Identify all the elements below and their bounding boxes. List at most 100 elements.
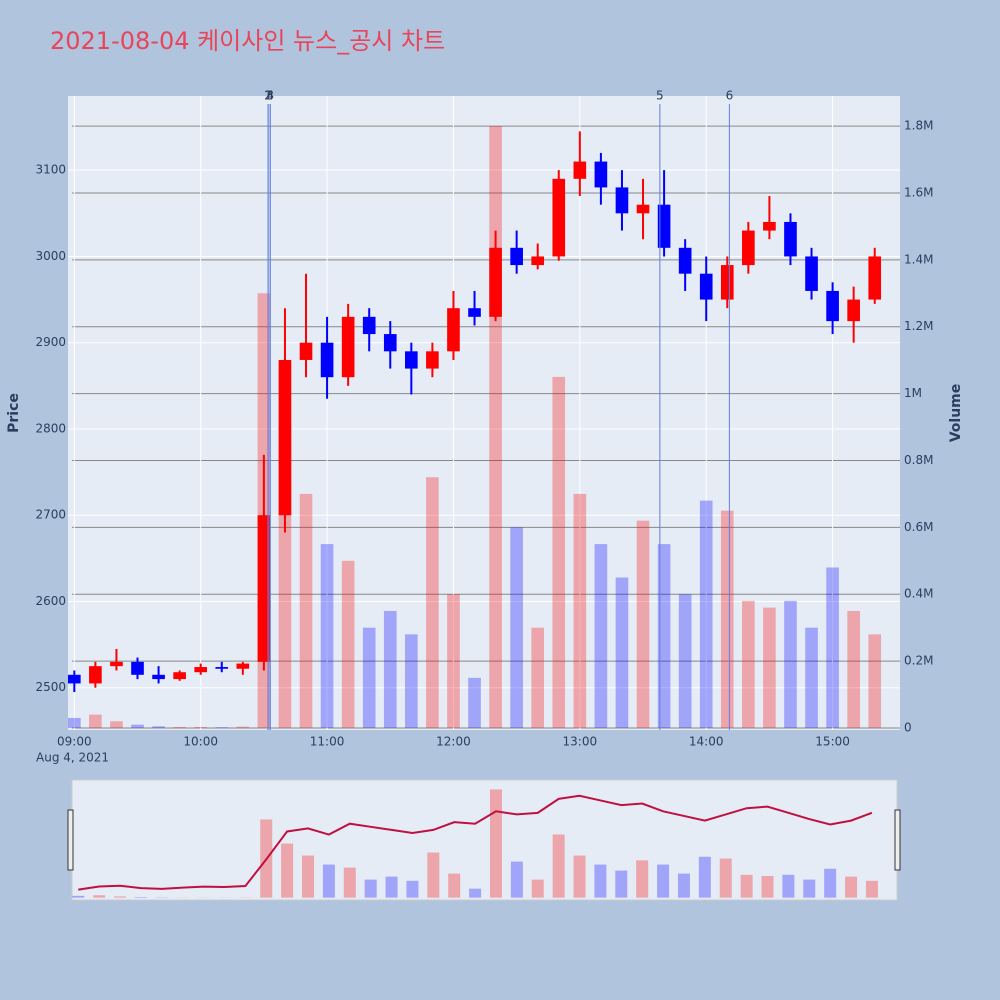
slider-volume-bar <box>93 895 106 898</box>
slider-volume-bar <box>845 876 858 898</box>
volume-bar <box>110 721 123 728</box>
candle-body <box>615 187 629 214</box>
volume-bar <box>236 726 250 728</box>
volume-bar <box>341 560 355 728</box>
candle-body <box>68 674 81 684</box>
slider-volume-bar <box>448 873 461 898</box>
candle-body <box>531 256 545 266</box>
volume-bar <box>299 493 313 728</box>
slider-volume-bar <box>636 860 649 898</box>
y-tick-label: 2500 <box>35 680 66 694</box>
slider-volume-bar <box>134 897 147 898</box>
candle-body <box>826 290 839 322</box>
slider-volume-bar <box>343 867 356 898</box>
volume-bar <box>615 577 629 728</box>
slider-volume-bar <box>385 876 398 898</box>
volume-bar <box>805 627 818 728</box>
x-date-label: Aug 4, 2021 <box>36 751 109 765</box>
volume-bar <box>552 376 566 728</box>
candle-body <box>215 667 229 669</box>
event-label: 2 <box>264 89 272 103</box>
candle-body <box>763 221 776 231</box>
y-tick-label: 2600 <box>35 594 66 608</box>
x-tick-label: 14:00 <box>689 735 724 749</box>
volume-bar <box>657 544 671 728</box>
candle-body <box>510 247 523 266</box>
slider-volume-bar <box>552 834 565 898</box>
y2-tick-label: 1.8M <box>904 119 933 133</box>
candle-body <box>847 299 860 322</box>
slider-volume-bar <box>657 864 670 898</box>
x-tick-label: 11:00 <box>310 735 345 749</box>
y2-tick-label: 1.4M <box>904 252 933 266</box>
range-slider[interactable] <box>71 779 898 901</box>
slider-volume-bar <box>782 874 795 898</box>
slider-volume-bar <box>531 879 544 898</box>
slider-volume-bar <box>406 880 419 898</box>
volume-bar <box>847 610 860 728</box>
volume-bar <box>320 544 334 728</box>
slider-volume-bar <box>469 888 482 898</box>
volume-bar <box>68 717 81 728</box>
y-tick-label: 2700 <box>35 508 66 522</box>
range-handle[interactable] <box>67 809 74 871</box>
y2-tick-label: 0 <box>904 720 912 734</box>
candle-body <box>320 342 334 378</box>
volume-bar <box>362 627 376 728</box>
volume-bar <box>426 477 439 728</box>
y2-tick-label: 1.6M <box>904 185 933 199</box>
volume-bar <box>447 594 460 728</box>
chart-title: 2021-08-04 케이사인 뉴스_공시 차트 <box>50 27 445 55</box>
plot-area <box>68 96 900 730</box>
candle-body <box>89 666 102 684</box>
slider-volume-bar <box>740 874 753 898</box>
y2-tick-label: 0.6M <box>904 520 933 534</box>
volume-bar <box>194 726 208 728</box>
candle-body <box>447 308 460 352</box>
slider-volume-bar <box>594 864 607 898</box>
slider-price-line <box>78 794 873 891</box>
volume-bar <box>699 500 713 728</box>
volume-bar <box>131 724 144 728</box>
candle-body <box>742 230 755 266</box>
candle-body <box>194 667 208 673</box>
candle-body <box>405 351 418 369</box>
slider-volume-bar <box>865 880 878 898</box>
x-tick-label: 13:00 <box>563 735 598 749</box>
candle-body <box>699 273 713 300</box>
volume-bar <box>594 544 608 728</box>
y-tick-label: 3100 <box>35 163 66 177</box>
y2-axis-title: Volume <box>948 384 964 443</box>
candle-body <box>468 308 481 317</box>
x-tick-label: 15:00 <box>815 735 850 749</box>
volume-bar <box>489 126 502 728</box>
candle-body <box>594 161 608 188</box>
candle-body <box>131 661 144 675</box>
y-axis-title: Price <box>6 393 22 433</box>
volume-bar <box>678 594 692 728</box>
event-label: 4 <box>266 89 274 103</box>
volume-bar <box>763 607 776 728</box>
event-label: 6 <box>726 89 734 103</box>
candle-body <box>573 161 587 179</box>
event-label: 5 <box>656 89 664 103</box>
slider-volume-bar <box>719 858 732 898</box>
candle-body <box>257 515 271 662</box>
volume-bar <box>784 600 797 728</box>
slider-volume-bar <box>427 852 440 898</box>
volume-bar <box>468 677 481 728</box>
volume-bar <box>742 600 755 728</box>
candle-body <box>152 674 165 680</box>
volume-bar <box>531 627 545 728</box>
range-handle[interactable] <box>894 809 901 871</box>
x-tick-label: 12:00 <box>436 735 471 749</box>
slider-volume-bar <box>573 855 586 898</box>
candle-body <box>784 221 797 257</box>
slider-volume-bar <box>803 879 816 898</box>
y2-tick-label: 1M <box>904 386 922 400</box>
volume-bar <box>826 567 839 728</box>
y-tick-label: 2800 <box>35 421 66 435</box>
candle-body <box>636 204 650 214</box>
volume-bar <box>383 610 397 728</box>
slider-volume-bar <box>364 879 377 898</box>
